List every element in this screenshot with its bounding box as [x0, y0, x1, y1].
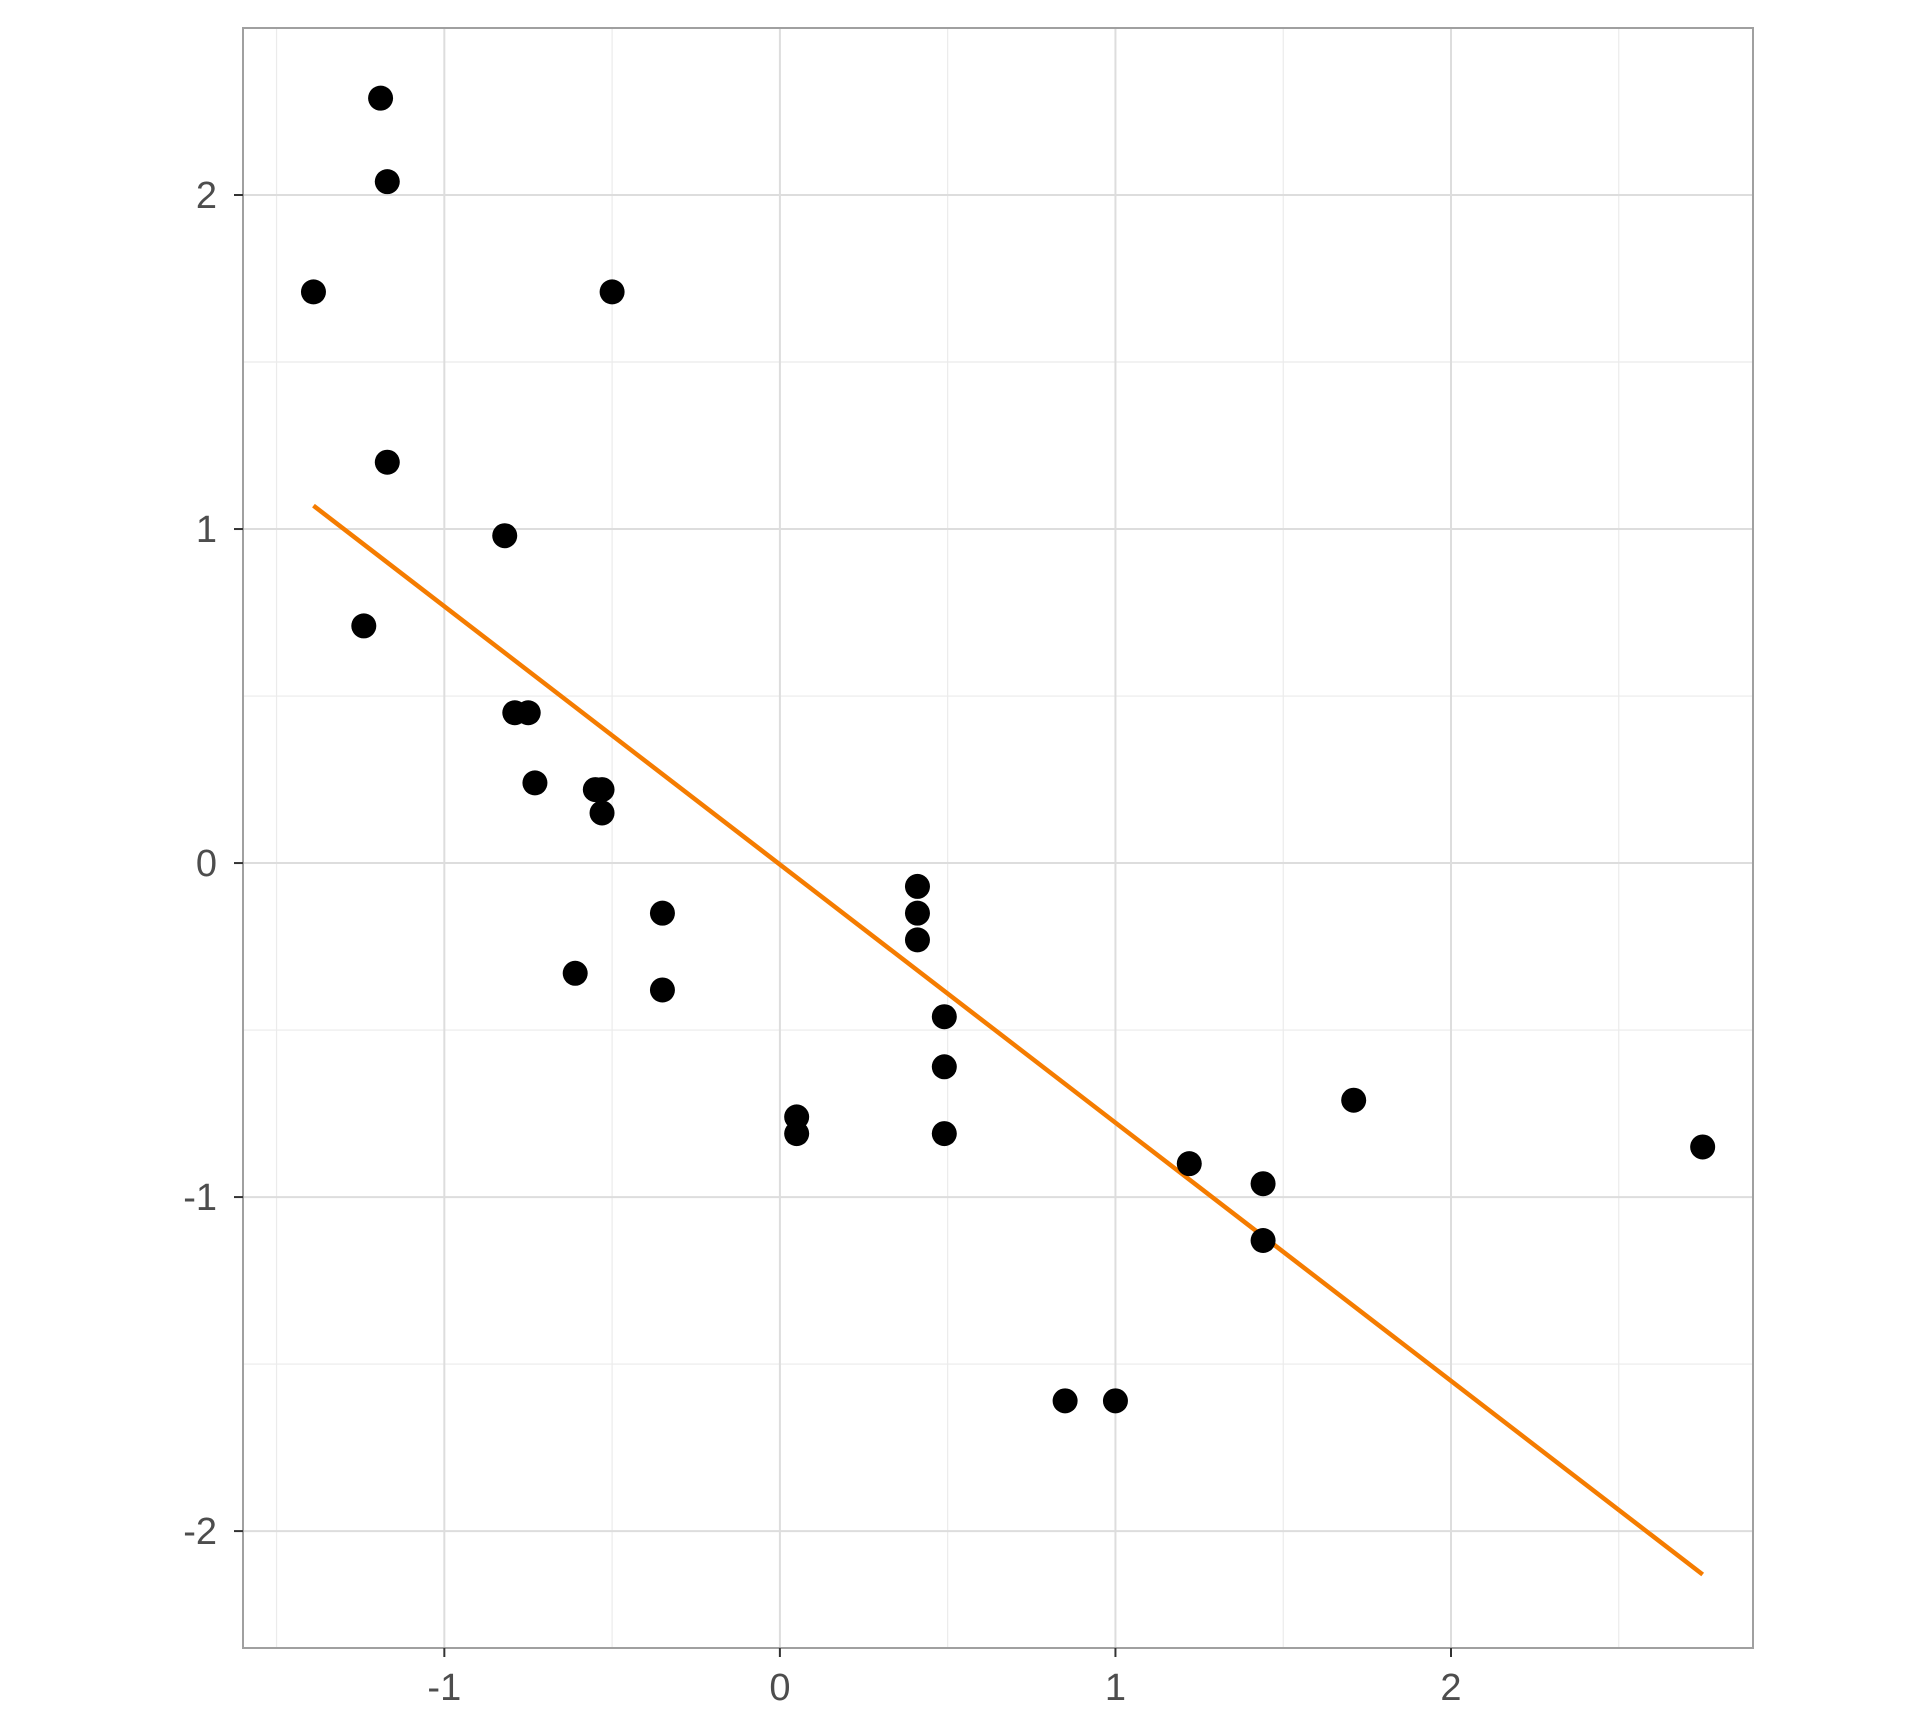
data-point — [368, 85, 394, 111]
data-point — [1176, 1151, 1202, 1177]
data-point — [522, 770, 548, 796]
panel-frame — [242, 27, 1754, 1649]
x-tick-label: 2 — [1440, 1667, 1461, 1709]
data-point — [351, 613, 377, 639]
data-point — [1052, 1388, 1078, 1414]
panel-border — [242, 27, 1754, 1649]
data-point — [931, 1054, 957, 1080]
y-tick-label: 2 — [196, 175, 217, 217]
x-tick-label: 0 — [769, 1667, 790, 1709]
data-point — [515, 700, 541, 726]
data-point — [300, 279, 326, 305]
x-tick-label: -1 — [427, 1667, 461, 1709]
data-point — [1102, 1388, 1128, 1414]
x-tick-label: 1 — [1105, 1667, 1126, 1709]
axes: -1 0 1 2 -2 -1 0 1 2 — [183, 175, 1461, 1709]
y-tick-label: -1 — [183, 1177, 217, 1219]
data-point — [904, 873, 930, 899]
y-tick-label: 0 — [196, 843, 217, 885]
data-point — [784, 1121, 810, 1147]
data-point — [904, 927, 930, 953]
data-point — [1250, 1171, 1276, 1197]
data-point — [562, 960, 588, 986]
data-point — [374, 449, 400, 475]
gridlines — [243, 28, 1753, 1648]
data-point — [1341, 1087, 1367, 1113]
data-point — [649, 977, 675, 1003]
data-point — [1690, 1134, 1716, 1160]
data-point — [599, 279, 625, 305]
data-point — [931, 1121, 957, 1147]
data-point — [1250, 1227, 1276, 1253]
data-point — [492, 523, 518, 549]
regression-line-layer — [312, 503, 1705, 1577]
data-point — [589, 800, 615, 826]
data-point — [589, 777, 615, 803]
data-point — [904, 900, 930, 926]
data-point — [374, 169, 400, 195]
data-point — [931, 1004, 957, 1030]
data-points — [300, 85, 1716, 1414]
data-point — [649, 900, 675, 926]
y-tick-label: 1 — [196, 509, 217, 551]
y-tick-label: -2 — [183, 1511, 217, 1553]
regression-line — [312, 503, 1705, 1577]
